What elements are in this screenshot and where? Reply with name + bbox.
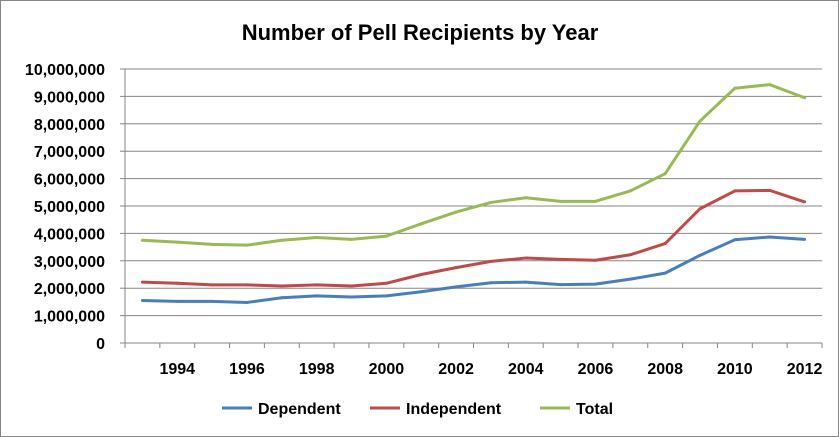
y-tick-label: 10,000,000 [25,62,105,79]
data-point-total [350,237,354,241]
data-point-independent [419,273,423,276]
data-point-independent [628,253,632,257]
data-point-total [315,236,319,240]
x-tick-label: 2000 [369,361,405,378]
data-point-dependent [454,285,458,289]
data-point-total [768,83,772,87]
data-point-dependent [140,299,144,303]
y-tick-label: 2,000,000 [34,281,105,298]
data-point-total [489,200,493,204]
data-point-independent [489,259,493,263]
data-point-independent [140,280,144,284]
data-point-independent [350,284,354,288]
y-tick-label: 5,000,000 [34,199,105,216]
data-point-dependent [245,300,249,304]
series-line-independent [142,188,806,288]
y-tick-label: 7,000,000 [34,144,105,161]
x-tick-label: 2002 [438,361,474,378]
x-tick-label: 1994 [159,361,195,378]
data-point-dependent [628,277,632,281]
data-point-independent [524,256,528,260]
data-point-independent [175,281,179,285]
legend-label-dependent: Dependent [258,401,341,418]
data-point-independent [559,257,563,261]
y-tick-label: 1,000,000 [34,309,105,326]
x-tick-label: 1996 [229,361,265,378]
data-point-total [733,86,737,90]
legend-label-total: Total [576,401,613,418]
data-point-total [210,242,214,246]
data-point-dependent [175,299,179,303]
data-point-dependent [803,237,807,241]
data-point-independent [593,258,597,262]
data-point-total [698,119,702,123]
data-point-independent [384,281,388,285]
data-point-dependent [350,295,354,299]
x-tick-label: 2010 [717,361,753,378]
y-tick-label: 3,000,000 [34,254,105,271]
data-point-dependent [384,294,388,298]
data-point-total [384,234,388,238]
data-point-total [593,199,597,203]
data-point-total [140,238,144,242]
data-point-dependent [663,271,667,275]
y-tick-label: 9,000,000 [34,89,105,106]
data-point-total [419,222,423,226]
data-point-independent [803,200,807,204]
data-point-independent [698,207,702,211]
data-point-total [663,172,667,176]
chart-title: Number of Pell Recipients by Year [242,20,599,45]
y-tick-label: 8,000,000 [34,117,105,134]
data-point-total [175,240,179,244]
data-point-total [280,238,284,242]
data-point-dependent [210,299,214,303]
data-point-total [803,96,807,100]
y-tick-label: 6,000,000 [34,172,105,189]
data-point-dependent [280,296,284,300]
data-point-total [559,199,563,203]
x-tick-label: 2012 [787,361,823,378]
data-point-dependent [698,253,702,257]
data-point-independent [245,283,249,287]
data-point-dependent [419,290,423,294]
data-point-dependent [768,235,772,239]
y-tick-label: 0 [96,336,105,353]
data-point-dependent [524,280,528,284]
data-point-independent [768,188,772,192]
x-tick-label: 2006 [578,361,614,378]
data-point-total [454,210,458,214]
data-point-dependent [733,238,737,242]
data-point-total [524,196,528,200]
legend-label-independent: Independent [406,401,502,418]
x-tick-label: 2008 [647,361,683,378]
x-tick-label: 2004 [508,361,544,378]
data-point-total [245,243,249,247]
data-point-dependent [559,283,563,287]
data-point-independent [315,283,319,287]
series-line-dependent [142,235,805,304]
data-point-independent [210,283,214,287]
data-point-dependent [489,281,493,285]
series-line-total [142,83,806,247]
data-point-dependent [593,282,597,286]
data-point-dependent [315,294,319,298]
data-point-independent [733,189,737,193]
x-tick-label: 1998 [299,361,335,378]
data-point-independent [454,266,458,270]
data-point-total [628,189,632,193]
data-point-independent [280,284,284,288]
y-tick-label: 4,000,000 [34,226,105,243]
data-point-independent [663,242,667,246]
